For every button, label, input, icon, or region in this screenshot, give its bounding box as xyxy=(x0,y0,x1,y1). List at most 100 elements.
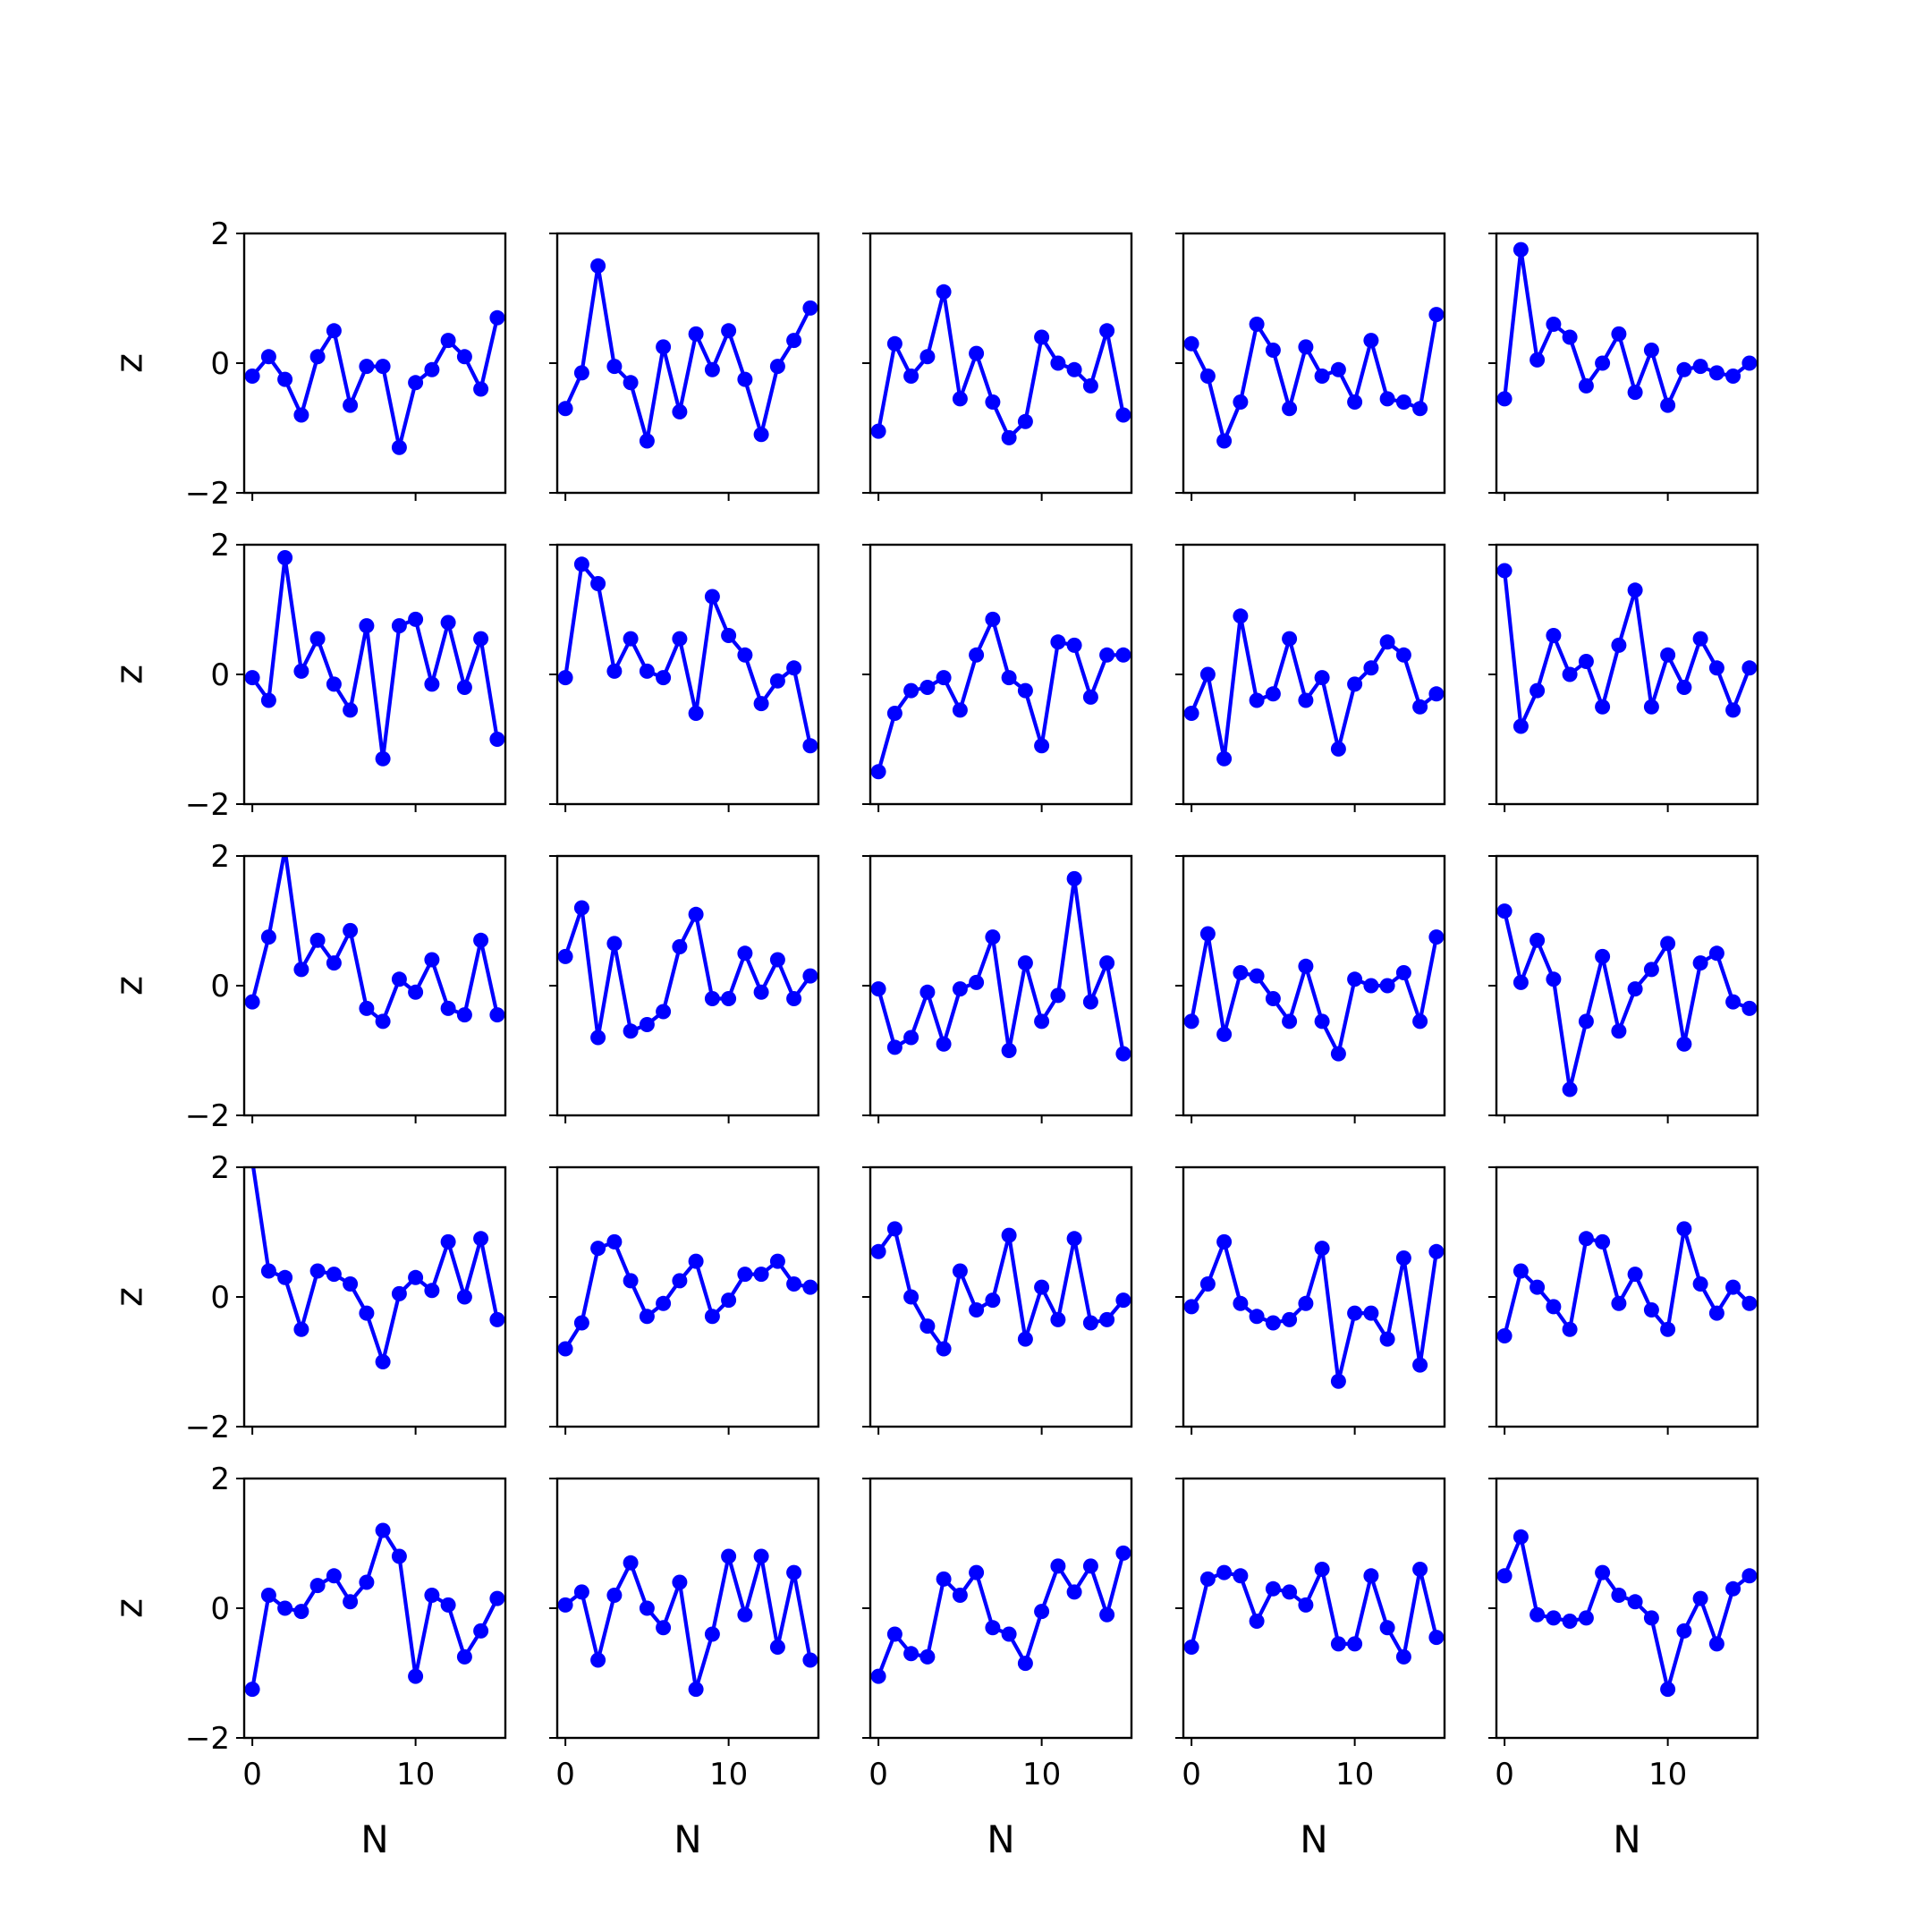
data-point xyxy=(1546,1299,1562,1315)
data-point xyxy=(293,1604,309,1620)
data-point xyxy=(1395,965,1411,980)
data-point xyxy=(1530,682,1546,699)
subplot-r1-c2 xyxy=(549,232,820,501)
series-line xyxy=(877,1226,1125,1352)
x-axis-label: N xyxy=(360,1818,388,1861)
data-point xyxy=(1099,1606,1115,1623)
data-point xyxy=(802,300,818,316)
y-tick-label: −2 xyxy=(185,1721,230,1757)
data-point xyxy=(1412,1357,1428,1373)
data-point xyxy=(1314,1241,1330,1257)
data-point xyxy=(1578,1013,1594,1030)
data-point xyxy=(359,1574,375,1590)
data-point xyxy=(557,401,573,417)
data-point xyxy=(408,611,424,627)
data-point xyxy=(1496,1328,1513,1343)
data-point xyxy=(1496,391,1513,407)
subplot-r4-c3 xyxy=(862,1165,1133,1435)
data-point xyxy=(277,1269,293,1285)
data-point xyxy=(489,1007,505,1023)
data-point xyxy=(704,1626,720,1642)
x-tick-label: 10 xyxy=(1648,1757,1687,1792)
data-point xyxy=(656,1295,672,1311)
data-point xyxy=(391,1285,407,1301)
series-line xyxy=(1503,248,1751,408)
y-tick-label: 2 xyxy=(210,839,230,875)
data-point xyxy=(606,663,623,679)
data-point xyxy=(260,1588,276,1603)
data-point xyxy=(1595,948,1611,964)
data-point xyxy=(1115,1046,1131,1062)
data-point xyxy=(1725,702,1741,718)
data-point xyxy=(1692,1276,1708,1292)
series-line xyxy=(877,617,1123,773)
data-point xyxy=(870,1668,886,1684)
axes-frame xyxy=(1182,1165,1446,1428)
subplot-r2-c5 xyxy=(1488,543,1759,812)
data-point xyxy=(573,1315,589,1331)
data-point xyxy=(952,981,968,997)
data-point xyxy=(1066,637,1082,653)
data-point xyxy=(769,1253,785,1269)
data-point xyxy=(870,423,886,439)
subplot-r2-c4 xyxy=(1175,543,1446,812)
data-point xyxy=(1099,647,1115,663)
data-point xyxy=(1115,1545,1131,1561)
axes-frame xyxy=(1495,1165,1759,1428)
data-point xyxy=(1660,1682,1676,1698)
data-point xyxy=(1050,355,1066,371)
data-point xyxy=(1741,355,1758,371)
data-point xyxy=(1233,394,1249,410)
data-point xyxy=(557,948,573,964)
y-tick-label: 0 xyxy=(210,969,230,1004)
data-point xyxy=(1513,718,1529,734)
data-point xyxy=(1692,955,1708,971)
data-point xyxy=(1660,397,1676,413)
x-tick-label: 0 xyxy=(1495,1757,1514,1792)
data-point xyxy=(656,670,672,686)
data-point xyxy=(1183,335,1199,352)
data-point xyxy=(1363,978,1379,994)
data-point xyxy=(1233,1568,1249,1584)
data-point xyxy=(1379,978,1395,994)
data-point xyxy=(1725,1580,1741,1597)
data-point xyxy=(424,1588,440,1603)
data-point xyxy=(1017,413,1033,429)
data-point xyxy=(786,991,802,1006)
data-point xyxy=(573,1584,589,1600)
data-point xyxy=(440,333,456,349)
data-point xyxy=(293,962,309,978)
data-point xyxy=(1330,1373,1346,1389)
data-point xyxy=(1216,750,1233,767)
data-point xyxy=(886,1039,902,1055)
data-point xyxy=(786,1276,802,1292)
data-point xyxy=(969,345,985,361)
data-point xyxy=(1017,1656,1033,1672)
y-tick-label: −2 xyxy=(185,1410,230,1445)
subplot-r2-c1: 2 0 −2 z xyxy=(107,528,507,823)
data-point xyxy=(1412,699,1428,715)
data-point xyxy=(1099,323,1115,339)
data-point xyxy=(1611,1295,1627,1311)
data-point xyxy=(1082,994,1098,1010)
data-point xyxy=(704,361,720,377)
data-point xyxy=(903,369,919,384)
data-point xyxy=(786,333,802,349)
series-line xyxy=(877,1552,1125,1677)
data-point xyxy=(1115,1292,1131,1309)
data-point xyxy=(769,1640,785,1655)
x-tick-label: 10 xyxy=(1335,1757,1374,1792)
data-point xyxy=(886,706,902,721)
data-point xyxy=(1314,369,1330,384)
data-point xyxy=(473,631,489,647)
data-point xyxy=(753,1548,769,1564)
data-point xyxy=(557,1597,573,1613)
data-point xyxy=(424,361,440,377)
subplot-r3-c4 xyxy=(1175,854,1446,1123)
data-point xyxy=(786,660,802,676)
y-tick-label: 0 xyxy=(210,1280,230,1316)
series-line xyxy=(564,905,812,1040)
data-point xyxy=(1595,699,1611,715)
data-point xyxy=(886,1626,902,1642)
subplot-r3-c5 xyxy=(1488,854,1759,1123)
